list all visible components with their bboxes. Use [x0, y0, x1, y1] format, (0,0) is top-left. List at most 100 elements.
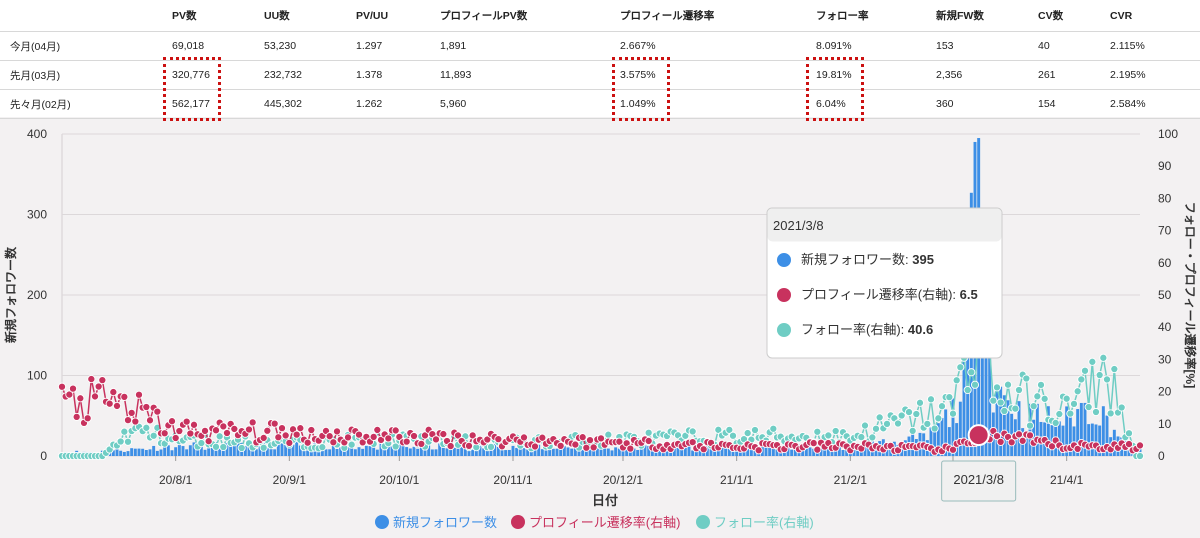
point-follow-rate	[318, 443, 327, 452]
point-follow-rate	[1069, 399, 1079, 408]
bar	[570, 448, 574, 456]
chart-legend: 新規フォロワー数 プロフィール遷移率(右軸) フォロー率(右軸)	[375, 515, 814, 530]
point-follow-rate	[1099, 353, 1108, 362]
point-follow-rate	[934, 414, 943, 423]
point-profile-rate	[571, 440, 580, 449]
point-profile-rate	[996, 437, 1005, 446]
tooltip-header	[767, 208, 1002, 242]
point-follow-rate	[967, 368, 976, 377]
bar	[599, 449, 603, 456]
point-follow-rate	[882, 419, 892, 428]
point-follow-rate	[237, 443, 246, 453]
point-profile-rate	[453, 431, 463, 440]
bar	[951, 398, 955, 456]
bar	[188, 445, 192, 456]
highlight-pv	[163, 57, 221, 121]
bar	[522, 447, 526, 456]
bar	[614, 447, 618, 456]
point-profile-rate	[68, 384, 78, 393]
x-tick-label: 21/1/1	[720, 473, 754, 487]
bar	[1065, 406, 1069, 456]
bar	[944, 409, 948, 456]
legend-item[interactable]: フォロー率(右軸)	[696, 515, 814, 530]
point-follow-rate	[1033, 392, 1042, 401]
bar	[610, 450, 614, 456]
point-profile-rate	[578, 433, 587, 442]
point-follow-rate	[992, 383, 1002, 392]
point-follow-rate	[915, 398, 925, 407]
bar	[966, 301, 970, 456]
point-profile-rate	[1135, 441, 1145, 450]
bar	[152, 445, 156, 456]
cell: 1.378	[356, 60, 440, 90]
point-follow-rate	[728, 431, 738, 440]
kpi-header-blank	[0, 0, 172, 32]
point-profile-rate	[1014, 430, 1024, 439]
point-profile-rate	[307, 425, 316, 435]
point-follow-rate	[769, 424, 778, 433]
point-profile-rate	[230, 424, 239, 434]
hover-x-label: 2021/3/8	[953, 472, 1004, 487]
bar	[1046, 406, 1050, 456]
cell: 1.262	[356, 89, 440, 119]
y2-tick-label: 80	[1158, 191, 1172, 205]
point-follow-rate	[1051, 418, 1060, 427]
bar	[295, 441, 299, 456]
point-follow-rate	[908, 426, 917, 435]
point-profile-rate	[142, 402, 151, 412]
legend-item[interactable]: プロフィール遷移率(右軸)	[511, 515, 680, 530]
bar	[170, 450, 174, 456]
point-profile-rate	[446, 442, 455, 451]
point-profile-rate	[431, 435, 441, 444]
bar	[430, 449, 434, 456]
bar	[1035, 403, 1039, 456]
cell: 1.049%	[620, 89, 816, 119]
point-profile-rate	[1025, 431, 1035, 440]
bar	[947, 427, 951, 456]
highlight-follow-rate	[806, 57, 864, 121]
bar	[361, 448, 365, 456]
point-profile-rate	[1073, 444, 1082, 453]
bar	[617, 448, 621, 456]
legend-item[interactable]: 新規フォロワー数	[375, 515, 497, 530]
bar	[287, 443, 291, 456]
bar	[606, 448, 610, 456]
point-follow-rate	[1055, 410, 1064, 419]
row-label: 先月(03月)	[0, 60, 172, 90]
point-profile-rate	[615, 437, 624, 446]
point-profile-rate	[754, 446, 763, 455]
bar	[592, 447, 596, 456]
bar	[548, 446, 552, 456]
point-follow-rate	[1062, 394, 1071, 403]
point-profile-rate	[948, 445, 958, 454]
bar	[401, 446, 405, 456]
point-profile-rate	[281, 431, 290, 440]
kpi-header-pv: PV数	[172, 0, 264, 32]
bar	[434, 449, 438, 456]
bar	[540, 449, 544, 456]
cell: 1,891	[440, 31, 620, 61]
cell: 2.667%	[620, 31, 816, 61]
point-follow-rate	[989, 396, 998, 405]
point-profile-rate	[160, 429, 169, 438]
cell: 11,893	[440, 60, 620, 90]
point-follow-rate	[1066, 409, 1075, 418]
point-profile-rate	[369, 432, 378, 441]
point-profile-rate	[409, 431, 419, 441]
bar	[999, 386, 1003, 456]
kpi-header-pv-uu: PV/UU	[356, 0, 440, 32]
point-profile-rate	[175, 426, 184, 436]
x-tick-label: 21/2/1	[834, 473, 868, 487]
point-follow-rate	[604, 430, 613, 439]
bar	[720, 443, 724, 456]
bar	[537, 444, 541, 456]
point-profile-rate	[402, 437, 411, 446]
table-row: 先月(03月) 320,776 232,732 1.378 11,893 3.5…	[0, 60, 1200, 90]
point-profile-rate	[992, 432, 1002, 441]
point-follow-rate	[725, 425, 734, 434]
point-follow-rate	[824, 431, 833, 440]
bar	[438, 443, 442, 456]
bar	[1072, 426, 1076, 456]
point-profile-rate	[171, 433, 180, 443]
table-row: 先々月(02月) 562,177 445,302 1.262 5,960 1.0…	[0, 89, 1200, 119]
